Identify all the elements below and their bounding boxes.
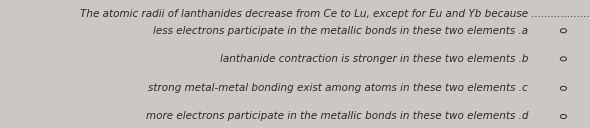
Text: The atomic radii of lanthanides decrease from Ce to Lu, except for Eu and Yb bec: The atomic radii of lanthanides decrease…: [80, 9, 590, 19]
Text: strong metal-metal bonding exist among atoms in these two elements .c: strong metal-metal bonding exist among a…: [148, 83, 528, 93]
Text: lanthanide contraction is stronger in these two elements .b: lanthanide contraction is stronger in th…: [219, 54, 528, 64]
Text: more electrons participate in the metallic bonds in these two elements .d: more electrons participate in the metall…: [146, 111, 528, 121]
Text: less electrons participate in the metallic bonds in these two elements .a: less electrons participate in the metall…: [153, 26, 528, 36]
